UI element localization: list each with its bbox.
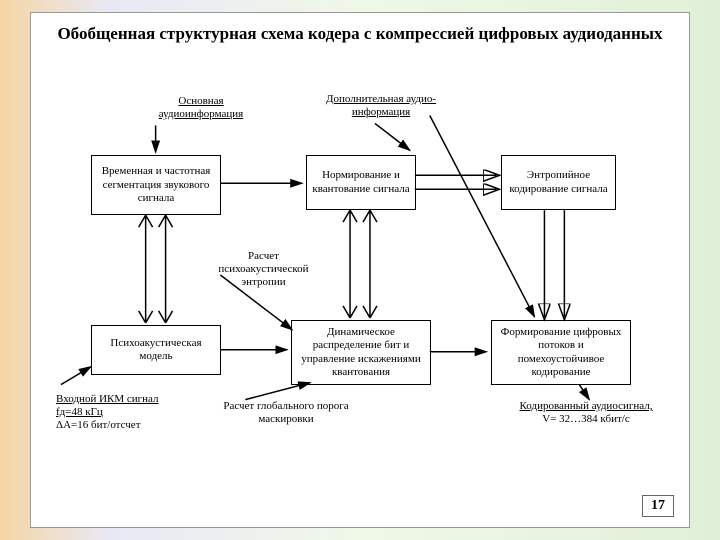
node-entropy-coding: Энтропийное кодирование сигнала xyxy=(501,155,616,210)
entropy-calc-label: Расчет психоакустической энтропии xyxy=(206,250,321,290)
slide-title: Обобщенная структурная схема кодера с ко… xyxy=(31,13,689,55)
node-segmentation: Временная и частотная сегментация звуков… xyxy=(91,155,221,215)
input-line2: fд=48 кГц xyxy=(56,406,103,418)
node-psycho-model: Психоакустическая модель xyxy=(91,325,221,375)
slide-frame: Обобщенная структурная схема кодера с ко… xyxy=(30,12,690,528)
input-line3: ΔA=16 бит/отсчет xyxy=(56,419,141,431)
input-line1: Входной ИКМ сигнал xyxy=(56,393,159,405)
output-line2: V= 32…384 кбит/с xyxy=(542,413,629,425)
threshold-calc-label: Расчет глобального порога маскировки xyxy=(206,400,366,426)
aux-audio-label: Дополнительная аудио-информация xyxy=(311,93,451,119)
main-audio-label: Основная аудиоинформация xyxy=(141,95,261,121)
node-bit-alloc: Динамическое распределение бит и управле… xyxy=(291,320,431,385)
output-signal-label: Кодированный аудиосигнал, V= 32…384 кбит… xyxy=(516,400,656,426)
page-number: 17 xyxy=(642,495,674,517)
node-normalization: Нормирование и квантование сигнала xyxy=(306,155,416,210)
input-signal-label: Входной ИКМ сигнал fд=48 кГц ΔA=16 бит/о… xyxy=(56,393,166,433)
flowchart-diagram: Основная аудиоинформация Дополнительная … xyxy=(31,55,689,485)
node-stream-forming: Формирование цифровых потоков и помехоус… xyxy=(491,320,631,385)
output-line1: Кодированный аудиосигнал, xyxy=(520,400,653,412)
